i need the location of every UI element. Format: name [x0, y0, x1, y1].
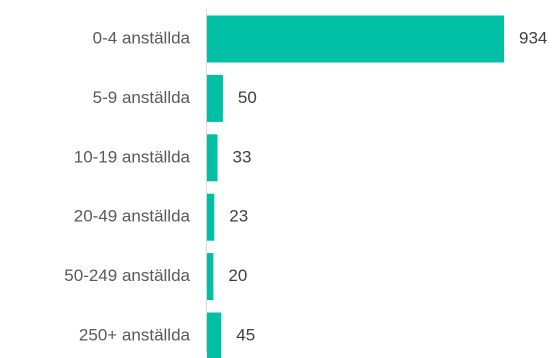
category-label-5: 250+ anställda	[79, 325, 191, 344]
data-labels-group: 934 50 33 23 20 45	[228, 28, 547, 344]
bar-1	[207, 74, 223, 122]
data-label-1: 50	[238, 88, 257, 107]
bar-2	[207, 134, 218, 182]
category-labels-group: 0-4 anställda 5-9 anställda 10-19 anställd…	[64, 28, 190, 344]
data-label-0: 934	[519, 28, 547, 47]
category-label-0: 0-4 anställda	[93, 28, 191, 47]
bar-4	[207, 253, 214, 301]
data-label-2: 33	[233, 147, 252, 166]
category-label-2: 10-19 anställda	[74, 147, 191, 166]
data-label-4: 20	[228, 266, 247, 285]
bar-5	[207, 312, 222, 358]
bars-group	[207, 15, 504, 358]
data-label-3: 23	[229, 207, 248, 226]
category-label-3: 20-49 anställda	[74, 207, 191, 226]
data-label-5: 45	[236, 325, 255, 344]
category-label-1: 5-9 anställda	[93, 88, 191, 107]
bar-3	[207, 193, 215, 241]
category-label-4: 50-249 anställda	[64, 266, 190, 285]
bar-0	[207, 15, 504, 63]
